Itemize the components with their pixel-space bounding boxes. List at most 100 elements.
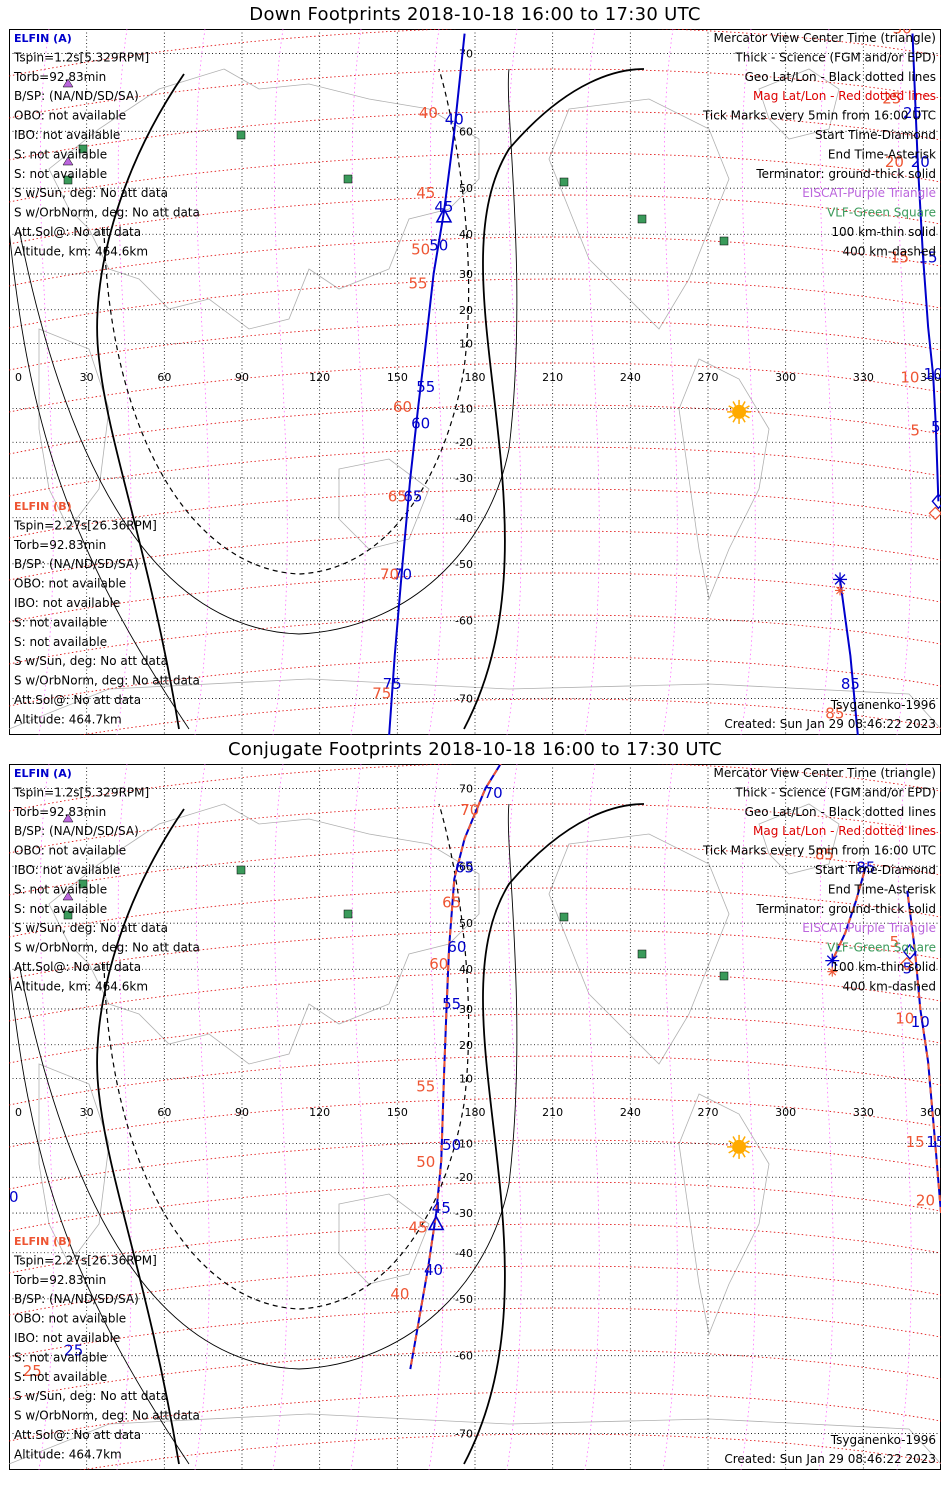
orbit-track-b	[831, 866, 867, 962]
x-tick-label: 0	[15, 1106, 22, 1119]
elfin-b-info: ELFIN (B) Tspin=2.27s[26.36RPM] Torb=92.83…	[13, 500, 200, 726]
coastline	[38, 1063, 110, 1265]
mag-lat-line	[9, 1139, 941, 1190]
x-tick-label: 180	[465, 1106, 486, 1119]
sun-ray	[741, 1136, 746, 1142]
orbit-tick-label: 65	[388, 487, 407, 505]
footprint-100km	[18, 68, 518, 635]
elfin-b-info-line: Torb=92.83min	[13, 1273, 106, 1287]
sun-disc	[732, 1139, 747, 1154]
orbit-tick-label: 45	[416, 184, 435, 202]
elfin-b-info-line: S w/OrbNorm, deg: No att data	[14, 1409, 200, 1423]
sun-ray	[732, 1136, 737, 1142]
y-tick-label: 40	[459, 963, 473, 976]
y-tick-label: -70	[455, 692, 473, 705]
x-tick-label: 330	[853, 1106, 874, 1119]
elfin-b-info-line: B/SP: (NA/ND/SD/SA)	[14, 1292, 139, 1306]
elfin-b-info-line: S: not available	[14, 1370, 107, 1384]
vlf-square-icon	[78, 144, 88, 154]
sun-ray	[732, 417, 737, 423]
orbit-tick-label: 40	[390, 1285, 409, 1303]
elfin-b-info-line: Att.Sol@: No att data	[14, 1428, 141, 1442]
x-tick-label: 60	[157, 371, 171, 384]
elfin-b-info-line: Tspin=2.27s[26.36RPM]	[13, 518, 157, 532]
elfin-a-info-line: Torb=92.83min	[13, 805, 106, 819]
orbit-tick-label: 40	[424, 1261, 443, 1279]
orbit-tick-label: 60	[411, 415, 430, 433]
end-asterisk-icon	[825, 953, 840, 977]
elfin-a-title: ELFIN (A)	[14, 767, 72, 780]
created-label: Created: Sun Jan 29 08:46:22 2023	[724, 717, 936, 731]
down-footprints-title: Down Footprints 2018-10-18 16:00 to 17:3…	[249, 4, 701, 25]
elfin-b-info-line: Altitude: 464.7km	[14, 712, 122, 726]
mag-lat-line	[9, 656, 941, 707]
footprint-400km	[103, 68, 470, 575]
vlf-square-icon	[719, 236, 729, 246]
x-tick-label: 150	[387, 371, 408, 384]
legend-entry: Terminator: ground-thick solid	[755, 167, 936, 181]
vlf-square-icon	[343, 174, 353, 184]
x-tick-label: 270	[698, 1106, 719, 1119]
legend-entry: End Time-Asterisk	[828, 147, 936, 161]
elfin-a-info-line: Att.Sol@: No att data	[14, 225, 141, 239]
legend-entry: Thick - Science (FGM and/or EPD)	[734, 785, 936, 799]
x-tick-label: 120	[309, 1106, 330, 1119]
mag-lat-line	[9, 194, 941, 245]
elfin-a-info-line: S: not available	[14, 882, 107, 896]
sun-ray	[728, 1140, 734, 1145]
orbit-tick-label: 15	[926, 1133, 941, 1151]
legend-entry: Mercator View Center Time (triangle)	[714, 31, 936, 45]
orbit-tick-label: 20	[885, 153, 904, 171]
start-diamond-icon	[928, 506, 941, 521]
elfin-b-info-line: OBO: not available	[14, 1312, 126, 1326]
terminator	[9, 68, 645, 730]
orbit-series: 85	[833, 572, 860, 735]
orbit-tick-label: 55	[442, 995, 461, 1013]
geo-grid: 0 30 60 90 120 150 180 210 240 270 300 330 360 -70 -60…	[9, 764, 941, 1470]
orbit-tick-label: 5	[903, 959, 913, 977]
x-tick-label: 270	[698, 371, 719, 384]
vlf-square-icon	[63, 910, 73, 920]
vlf-square-icon	[637, 949, 647, 959]
y-tick-label: -10	[455, 1138, 473, 1151]
x-tick-label: 330	[853, 371, 874, 384]
elfin-b-info-line: B/SP: (NA/ND/SD/SA)	[14, 557, 139, 571]
mag-lat-line	[79, 698, 941, 735]
orbit-tick-label: 40	[445, 111, 464, 129]
orbit-tick-label: 20	[916, 1192, 935, 1210]
start-diamond-icon	[931, 493, 941, 510]
legend-entry: Start Time-Diamond	[815, 128, 936, 142]
legend-entry: Mag Lat/Lon - Red dotted lines	[753, 89, 936, 103]
legend-entry: Mercator View Center Time (triangle)	[714, 766, 936, 780]
orbit-tick-label: 50	[411, 241, 430, 259]
mag-lat-line	[9, 1013, 941, 1064]
y-tick-label: -60	[455, 615, 473, 628]
vlf-square-icon	[719, 971, 729, 981]
conjugate-footprints-title: Conjugate Footprints 2018-10-18 16:00 to…	[228, 739, 722, 760]
orbit-tick-label: 60	[429, 955, 448, 973]
orbit-tick-label: 85	[856, 859, 875, 877]
y-tick-label: 50	[459, 917, 473, 930]
x-tick-label: 90	[235, 1106, 249, 1119]
elfin-a-info-line: Altitude, km: 464.6km	[14, 244, 148, 258]
legend-entry: EISCAT-Purple Triangle	[802, 186, 936, 200]
mag-lat-line	[9, 236, 941, 287]
legend-entry: Tick Marks every 5min from 16:00 UTC	[702, 109, 936, 123]
legend-entry: EISCAT-Purple Triangle	[802, 921, 936, 935]
orbit-tick-label: 70	[484, 784, 503, 802]
orbit-tick-label: 20	[911, 153, 930, 171]
coastline	[48, 803, 480, 1065]
x-tick-label: 360	[920, 371, 941, 384]
vlf-square-icon	[343, 909, 353, 919]
mag-lat-line	[9, 1055, 941, 1106]
mag-lat-line	[9, 530, 941, 581]
mag-lat-line	[9, 572, 941, 623]
orbit-tick-label: 10	[911, 1013, 930, 1031]
orbit-tick-label: 75	[383, 675, 402, 693]
sun-ray	[741, 1152, 746, 1158]
orbit-tick-label: 50	[416, 1153, 435, 1171]
eiscat-triangle-icon	[62, 891, 74, 901]
terminator-south	[9, 228, 190, 730]
orbit-tick-label: 5	[931, 418, 941, 436]
orbit-tick-label: 25	[23, 1362, 42, 1380]
